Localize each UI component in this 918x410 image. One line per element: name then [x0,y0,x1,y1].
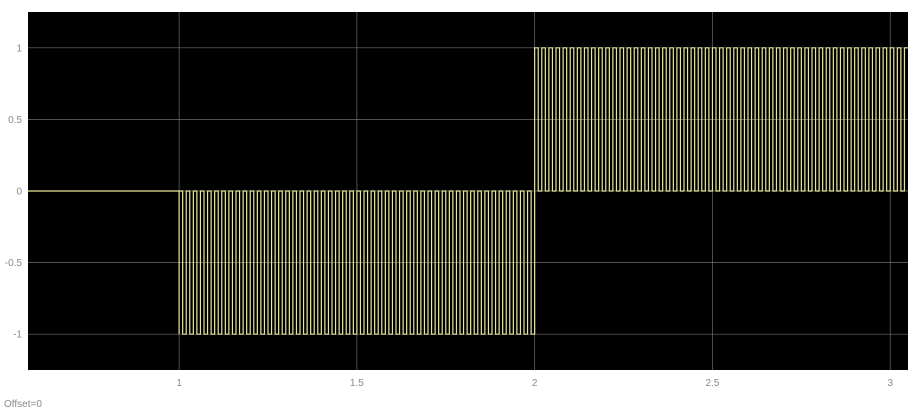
y-tick-label: 0 [16,187,22,198]
y-tick-labels: 1 0.5 0 -0.5 -1 [5,43,23,340]
x-tick-label: 3 [887,378,893,389]
y-tick-label: -0.5 [5,258,23,269]
x-tick-label: 2 [532,378,538,389]
y-tick-label: 1 [16,43,22,54]
x-tick-labels: 1 1.5 2 2.5 3 [176,378,893,389]
x-tick-label: 1 [176,378,182,389]
y-tick-label: 0.5 [8,115,22,126]
x-tick-label: 1.5 [350,378,364,389]
y-tick-label: -1 [13,330,22,341]
x-tick-label: 2.5 [705,378,719,389]
offset-label: Offset=0 [4,399,42,410]
signal-line [28,47,908,335]
